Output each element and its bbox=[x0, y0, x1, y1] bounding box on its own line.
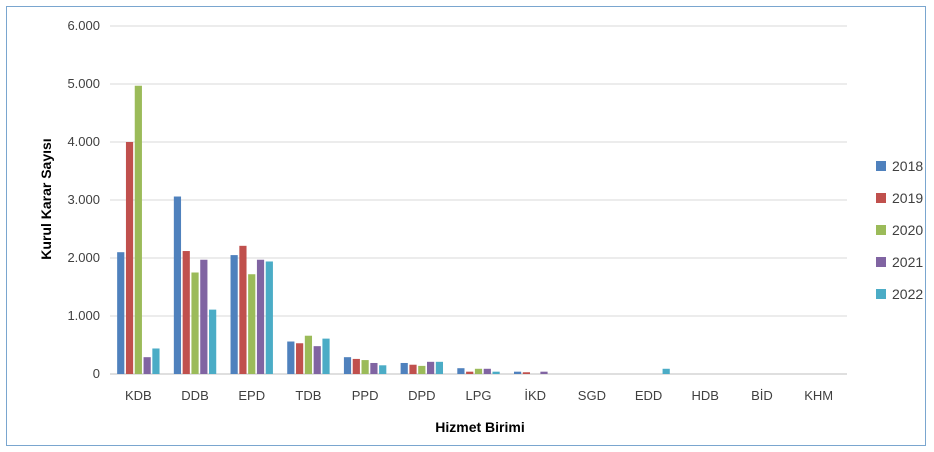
bar-i̇kd-2018 bbox=[513, 371, 522, 374]
y-tick-label: 5.000 bbox=[67, 76, 100, 91]
y-tick-label: 0 bbox=[93, 366, 100, 381]
bars bbox=[117, 85, 670, 375]
bar-kdb-2021 bbox=[143, 357, 151, 374]
bar-epd-2019 bbox=[239, 245, 247, 374]
bar-kdb-2018 bbox=[117, 252, 125, 374]
bar-dpd-2021 bbox=[427, 361, 435, 374]
x-tick-label: HDB bbox=[692, 388, 719, 403]
bar-lpg-2018 bbox=[457, 368, 465, 374]
bar-lpg-2022 bbox=[492, 371, 500, 374]
y-tick-label: 1.000 bbox=[67, 308, 100, 323]
x-tick-label: EPD bbox=[238, 388, 265, 403]
legend-swatch-2018 bbox=[876, 161, 886, 171]
bar-dpd-2019 bbox=[409, 364, 417, 374]
bar-tdb-2020 bbox=[304, 335, 313, 374]
x-tick-label: SGD bbox=[578, 388, 606, 403]
bar-tdb-2022 bbox=[322, 338, 330, 374]
bar-ppd-2020 bbox=[361, 360, 369, 374]
bar-lpg-2021 bbox=[483, 368, 491, 374]
legend-swatch-2020 bbox=[876, 225, 886, 235]
x-axis-title: Hizmet Birimi bbox=[435, 419, 524, 435]
x-tick-label: BİD bbox=[751, 388, 773, 403]
bar-ppd-2022 bbox=[379, 365, 387, 374]
legend-label: 2021 bbox=[892, 254, 923, 270]
legend-label: 2022 bbox=[892, 286, 923, 302]
bar-lpg-2020 bbox=[474, 368, 483, 374]
legend-label: 2020 bbox=[892, 222, 923, 238]
x-tick-label: PPD bbox=[352, 388, 379, 403]
bar-i̇kd-2021 bbox=[540, 371, 548, 374]
x-tick-label: TDB bbox=[295, 388, 321, 403]
bar-epd-2018 bbox=[230, 255, 238, 374]
bar-kdb-2020 bbox=[134, 85, 142, 375]
bar-dpd-2020 bbox=[418, 365, 426, 374]
bar-ddb-2018 bbox=[173, 196, 182, 374]
y-axis-ticks: 0 1.000 2.000 3.000 4.000 5.000 6.000 bbox=[67, 18, 100, 381]
bar-tdb-2018 bbox=[287, 341, 295, 374]
bar-ddb-2021 bbox=[200, 259, 208, 374]
legend-swatch-2019 bbox=[876, 193, 886, 203]
bar-tdb-2021 bbox=[313, 346, 321, 374]
x-tick-label: DDB bbox=[181, 388, 208, 403]
x-tick-label: DPD bbox=[408, 388, 435, 403]
bar-edd-2022 bbox=[662, 368, 670, 374]
bar-dpd-2018 bbox=[400, 362, 408, 374]
y-tick-label: 2.000 bbox=[67, 250, 100, 265]
legend-swatch-2022 bbox=[876, 289, 886, 299]
x-tick-label: İKD bbox=[524, 388, 546, 403]
bar-lpg-2019 bbox=[466, 371, 474, 374]
bar-dpd-2022 bbox=[435, 361, 444, 374]
bar-kdb-2022 bbox=[152, 348, 160, 374]
legend-swatch-2021 bbox=[876, 257, 886, 267]
bar-ddb-2020 bbox=[191, 272, 199, 374]
x-tick-label: KDB bbox=[125, 388, 152, 403]
x-tick-label: EDD bbox=[635, 388, 662, 403]
y-tick-label: 4.000 bbox=[67, 134, 100, 149]
bar-i̇kd-2019 bbox=[522, 372, 530, 374]
legend: 2018 2019 2020 2021 2022 bbox=[876, 158, 923, 302]
bar-ddb-2019 bbox=[182, 251, 190, 374]
bar-ppd-2018 bbox=[343, 357, 352, 374]
bar-epd-2022 bbox=[265, 261, 273, 374]
bar-ppd-2019 bbox=[352, 358, 360, 374]
bar-kdb-2019 bbox=[125, 142, 134, 374]
bar-ppd-2021 bbox=[370, 362, 378, 374]
bar-tdb-2019 bbox=[296, 343, 304, 374]
bar-epd-2021 bbox=[256, 259, 265, 374]
x-tick-label: KHM bbox=[804, 388, 833, 403]
bar-ddb-2022 bbox=[209, 309, 217, 374]
legend-label: 2018 bbox=[892, 158, 923, 174]
legend-label: 2019 bbox=[892, 190, 923, 206]
y-axis-title: Kurul Karar Sayısı bbox=[38, 138, 54, 259]
gridlines bbox=[110, 25, 847, 375]
x-axis-ticks: KDB DDB EPD TDB PPD DPD LPG İKD SGD EDD HDB BİD KHM bbox=[125, 388, 833, 403]
y-tick-label: 3.000 bbox=[67, 192, 100, 207]
x-tick-label: LPG bbox=[465, 388, 491, 403]
bar-epd-2020 bbox=[248, 274, 256, 374]
y-tick-label: 6.000 bbox=[67, 18, 100, 33]
